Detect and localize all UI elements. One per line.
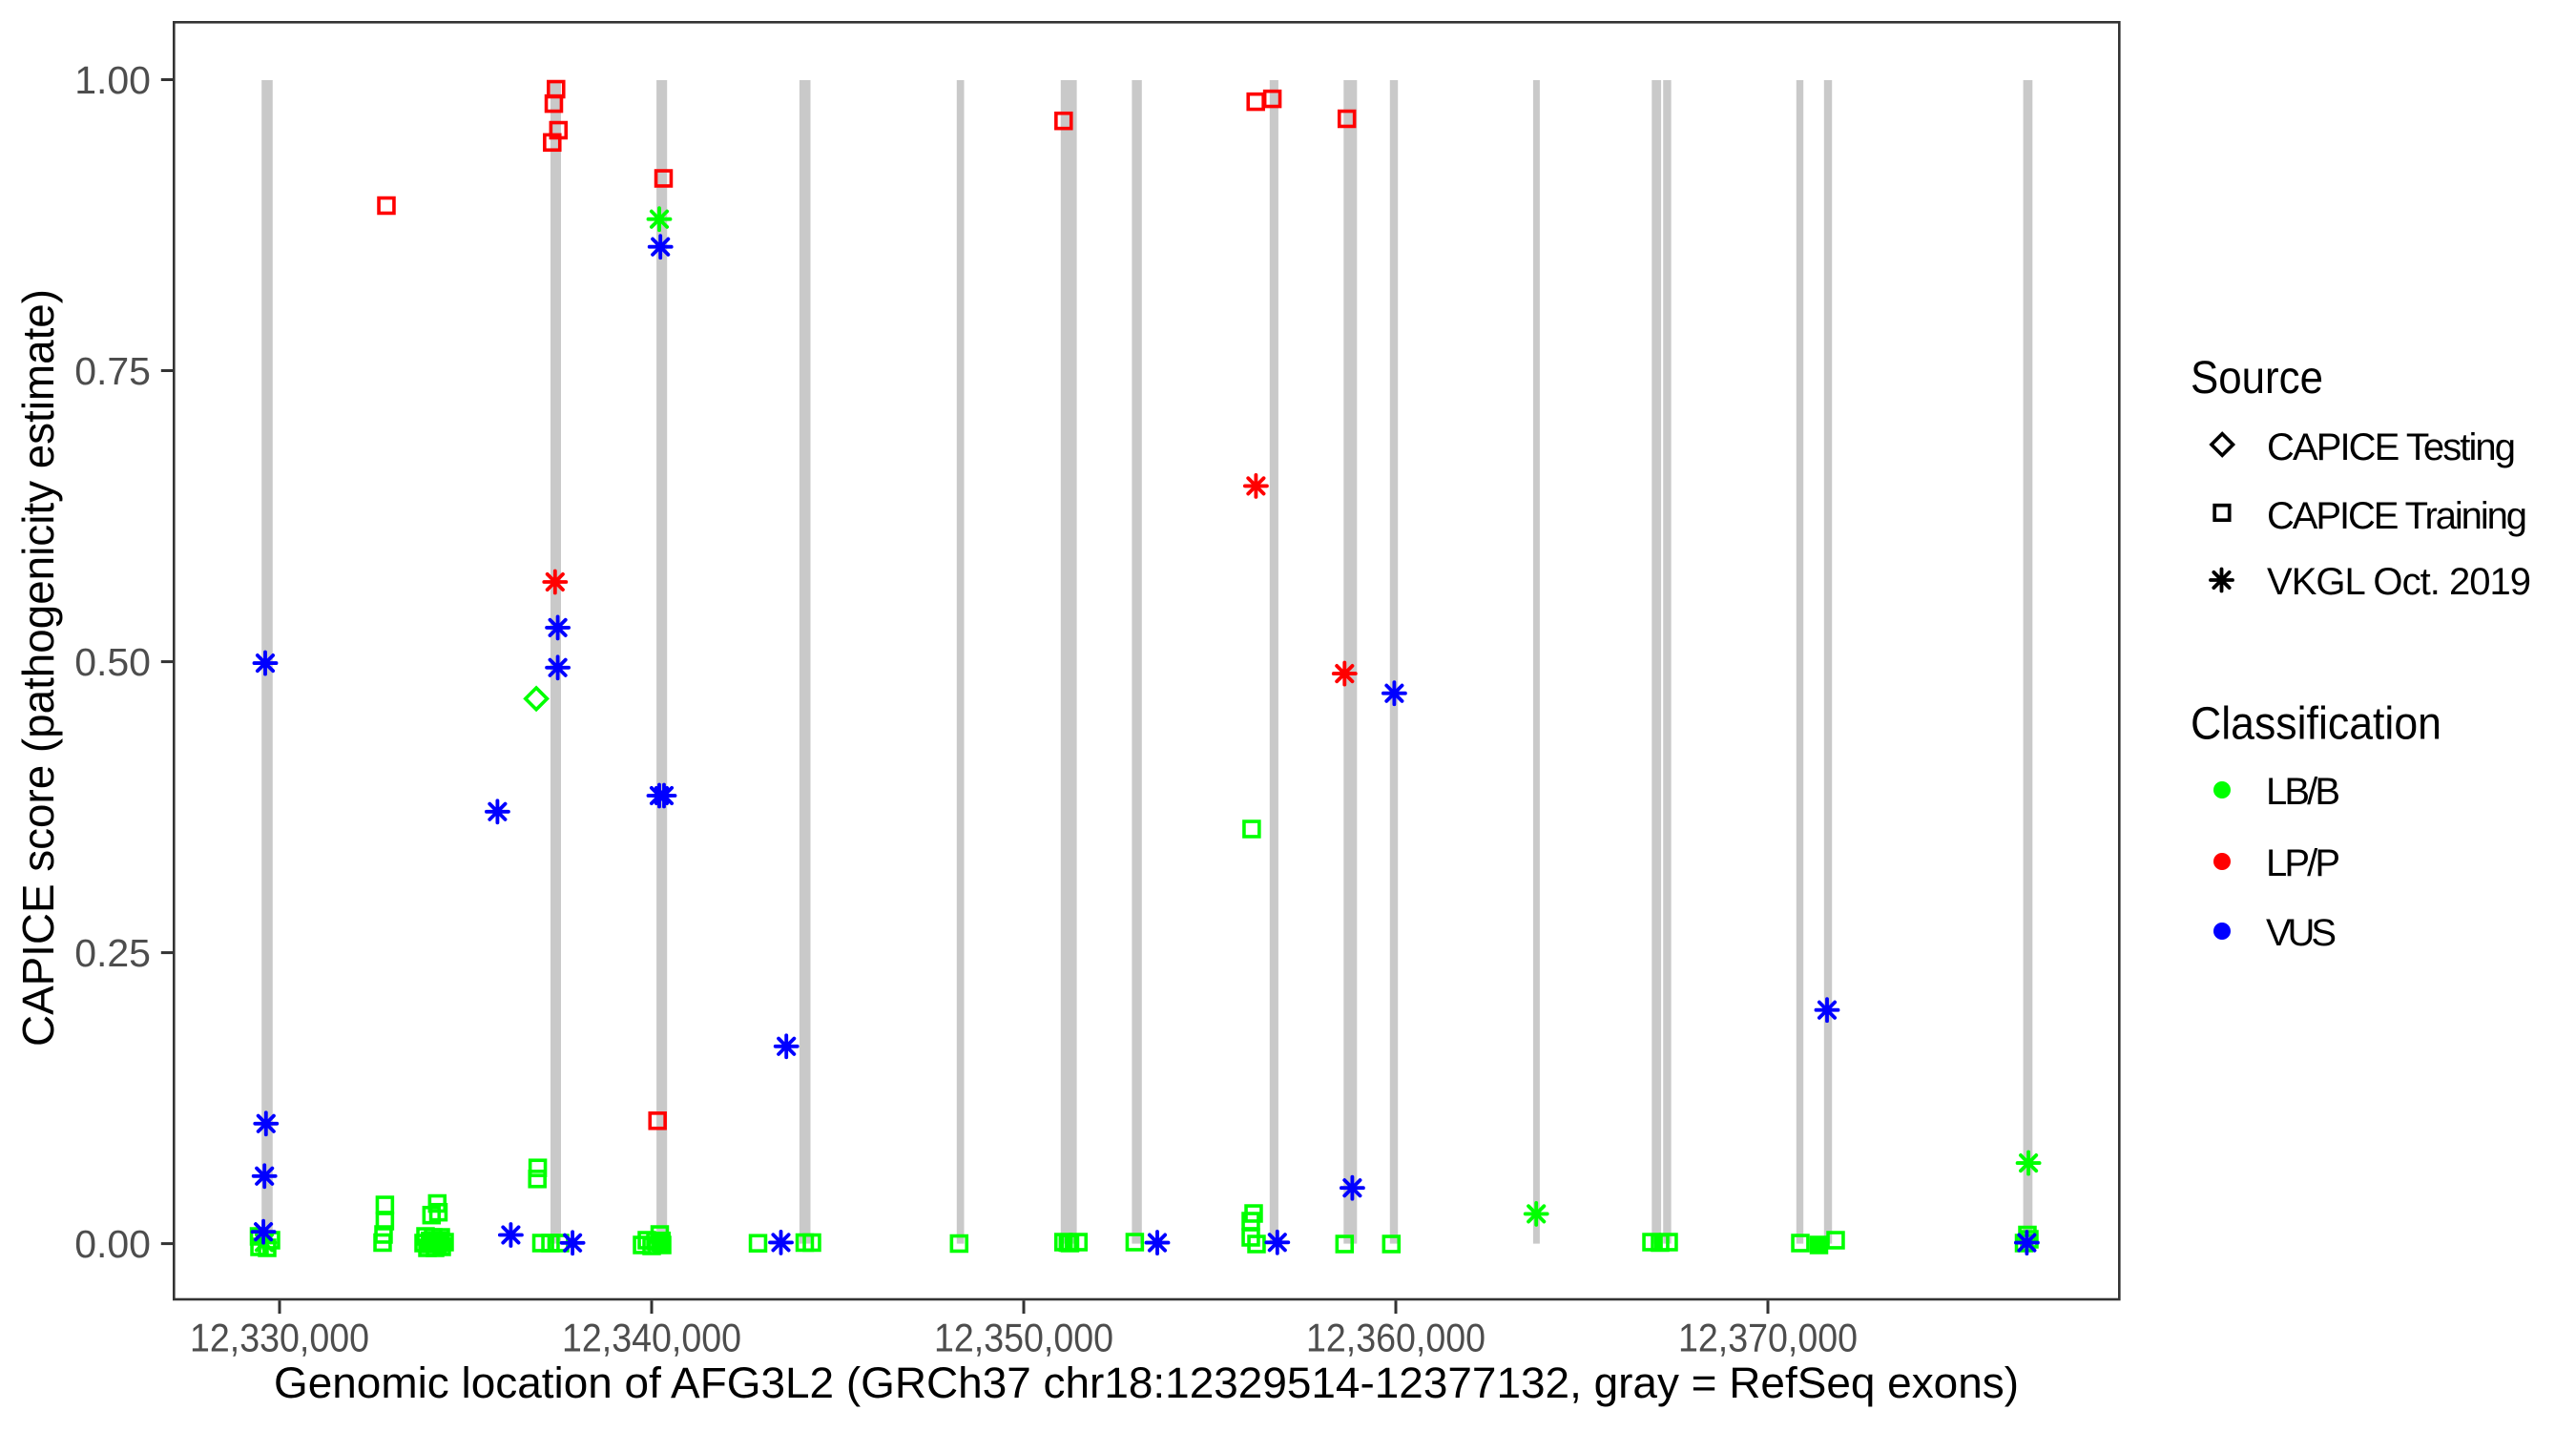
svg-text:0.50: 0.50	[74, 640, 151, 684]
svg-text:0.00: 0.00	[74, 1222, 151, 1266]
svg-text:Genomic location of AFG3L2 (GR: Genomic location of AFG3L2 (GRCh37 chr18…	[274, 1358, 2019, 1407]
svg-text:12,340,000: 12,340,000	[562, 1316, 741, 1360]
svg-text:LB/B: LB/B	[2266, 771, 2340, 813]
svg-text:CAPICE Training: CAPICE Training	[2267, 495, 2527, 537]
svg-text:VKGL Oct. 2019: VKGL Oct. 2019	[2267, 561, 2531, 603]
svg-text:1.00: 1.00	[74, 58, 151, 102]
svg-text:CAPICE Testing: CAPICE Testing	[2267, 426, 2516, 468]
svg-text:Classification: Classification	[2191, 698, 2441, 749]
svg-text:CAPICE score (pathogenicity es: CAPICE score (pathogenicity estimate)	[13, 289, 63, 1047]
svg-text:LP/P: LP/P	[2266, 842, 2340, 884]
svg-text:VUS: VUS	[2266, 912, 2337, 954]
svg-text:12,370,000: 12,370,000	[1678, 1316, 1858, 1360]
svg-text:Source: Source	[2191, 353, 2323, 404]
svg-text:0.75: 0.75	[74, 349, 151, 393]
svg-text:12,330,000: 12,330,000	[190, 1316, 369, 1360]
svg-text:12,350,000: 12,350,000	[934, 1316, 1113, 1360]
svg-text:12,360,000: 12,360,000	[1306, 1316, 1485, 1360]
svg-text:0.25: 0.25	[74, 931, 151, 975]
